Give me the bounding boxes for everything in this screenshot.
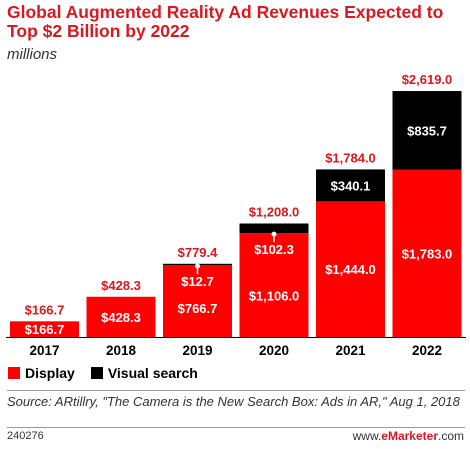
brand-suffix: .com [437, 429, 464, 443]
bar-visual-search-2021 [316, 169, 385, 202]
total-label-2022: $2,619.0 [402, 72, 453, 87]
display-label-2020: $1,106.0 [249, 288, 300, 303]
total-label-2020: $1,208.0 [249, 205, 300, 220]
display-label-2018: $428.3 [101, 310, 141, 325]
brand-link[interactable]: www.eMarketer.com [353, 429, 464, 443]
total-label-2018: $428.3 [101, 278, 141, 293]
callout-dot-2019 [195, 263, 200, 269]
bar-visual-search-2022 [392, 91, 462, 170]
visual-search-label-2020: $102.3 [254, 242, 294, 257]
visual-search-label-2019: $12.7 [181, 274, 214, 289]
bar-visual-search-2020 [239, 223, 309, 234]
legend: Display Visual search [8, 365, 214, 381]
legend-item-visual-search: Visual search [90, 365, 198, 381]
x-tick-2019: 2019 [182, 343, 212, 358]
legend-swatch-visual-search [90, 367, 103, 379]
display-label-2017: $166.7 [25, 322, 65, 337]
chart-title: Global Augmented Reality Ad Revenues Exp… [7, 2, 444, 41]
x-tick-2021: 2021 [335, 343, 366, 358]
bar-display-2019 [163, 264, 232, 337]
total-label-2019: $779.4 [178, 245, 219, 260]
brand-name: eMarketer [381, 429, 438, 443]
bar-display-2022 [392, 169, 462, 337]
x-tick-2017: 2017 [29, 343, 59, 358]
legend-label-visual-search: Visual search [107, 365, 198, 381]
brand-prefix: www. [352, 429, 382, 443]
display-label-2022: $1,783.0 [402, 246, 453, 261]
total-label-2017: $166.7 [25, 302, 65, 317]
display-label-2019: $766.7 [178, 301, 218, 316]
x-tick-2022: 2022 [412, 343, 442, 358]
legend-label-display: Display [25, 365, 75, 381]
legend-item-display: Display [8, 365, 75, 381]
source-note: Source: ARtillry, "The Camera is the New… [7, 394, 460, 409]
display-label-2021: $1,444.0 [325, 262, 376, 277]
visual-search-label-2021: $340.1 [331, 178, 371, 193]
bar-display-2017 [10, 321, 79, 337]
chart-subtitle: millions [7, 46, 58, 63]
callout-dot-2020 [271, 231, 277, 237]
divider-bottom [7, 427, 465, 428]
x-tick-2018: 2018 [106, 343, 137, 358]
visual-search-label-2022: $835.7 [407, 123, 447, 138]
chart-id: 240276 [7, 430, 44, 442]
bar-display-2018 [86, 296, 156, 337]
bar-display-2020 [239, 233, 309, 337]
bar-display-2021 [316, 201, 385, 337]
total-label-2021: $1,784.0 [325, 150, 376, 165]
legend-swatch-display [8, 367, 20, 379]
x-tick-2020: 2020 [259, 343, 289, 358]
divider-top [7, 390, 465, 391]
